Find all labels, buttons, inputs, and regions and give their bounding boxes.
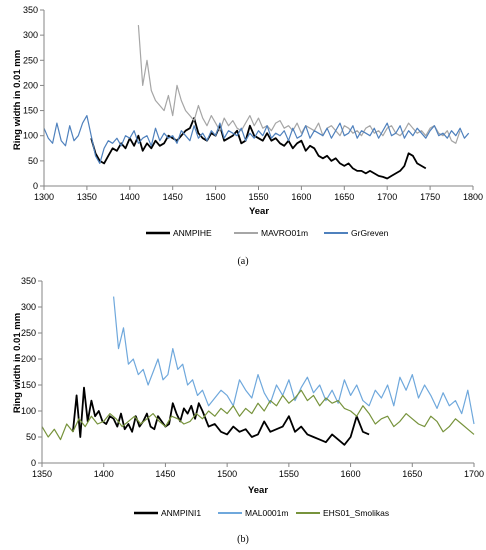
chart-b-y-tick-label: 50 [26, 432, 36, 442]
chart-b-x-tick-label: 1350 [32, 469, 52, 479]
chart-a-series-line-2 [43, 115, 470, 164]
chart-a-y-tick-label: 100 [23, 131, 38, 141]
chart-b-y-tick-label: 0 [31, 458, 36, 468]
chart-b-x-tick-label: 1550 [279, 469, 299, 479]
chart-a-legend-label-0: ANMPIHE [173, 228, 212, 238]
chart-b-x-tick-label: 1500 [217, 469, 237, 479]
chart-a-y-tick-label: 150 [23, 106, 38, 116]
chart-a-legend-label-1: MAVRO01m [261, 228, 308, 238]
chart-a-x-tick-label: 1550 [248, 192, 268, 202]
chart-b-series-line-1 [113, 296, 475, 425]
chart-b-legend-label-2: EHS01_Smolikas [323, 508, 389, 518]
chart-a-caption: (a) [237, 256, 248, 267]
chart-b-y-tick-label: 250 [21, 328, 36, 338]
chart-b-x-tick-label: 1650 [402, 469, 422, 479]
chart-a-x-tick-label: 1400 [120, 192, 140, 202]
chart-b-y-tick-label: 100 [21, 406, 36, 416]
chart-a-x-tick-label: 1300 [34, 192, 54, 202]
chart-a-y-tick-label: 200 [23, 80, 38, 90]
chart-a-xlabel: Year [249, 206, 269, 217]
chart-b-y-tick-label: 350 [21, 276, 36, 286]
chart-a-x-tick-label: 1800 [463, 192, 483, 202]
chart-b-x-tick-label: 1700 [464, 469, 484, 479]
chart-a-x-tick-label: 1650 [334, 192, 354, 202]
chart-b-x-tick-label: 1600 [341, 469, 361, 479]
chart-b-y-tick-label: 150 [21, 380, 36, 390]
chart-b-legend-label-1: MAL0001m [245, 508, 288, 518]
chart-a-legend: ANMPIHE MAVRO01m GrGreven [146, 228, 389, 238]
chart-a-x-tick-label: 1750 [420, 192, 440, 202]
chart-a-x-tick-label: 1350 [77, 192, 97, 202]
chart-a-series [43, 25, 470, 180]
chart-a-y-tick-label: 300 [23, 30, 38, 40]
chart-a-y-tick-label: 0 [33, 181, 38, 191]
chart-a-x-tick-label: 1700 [377, 192, 397, 202]
chart-b-legend-label-0: ANMPINI1 [161, 508, 201, 518]
chart-b: 1350 1400 1450 1500 1550 1600 1650 1700 0 50 100 15… [12, 276, 484, 545]
chart-a-y-tick-label: 250 [23, 55, 38, 65]
chart-b-x-tick-label: 1450 [155, 469, 175, 479]
chart-b-xlabel: Year [248, 485, 268, 496]
chart-a-legend-label-2: GrGreven [351, 228, 389, 238]
chart-b-caption: (b) [237, 534, 249, 545]
chart-b-legend: ANMPINI1 MAL0001m EHS01_Smolikas [134, 508, 389, 518]
chart-b-y-tick-label: 200 [21, 354, 36, 364]
chart-b-y-tick-label: 300 [21, 302, 36, 312]
chart-b-series-line-0 [72, 386, 370, 446]
chart-a-series-line-1 [137, 25, 461, 144]
chart-b-series-line-2 [41, 389, 475, 441]
chart-a: 1300 1350 1400 1450 1500 1550 1600 1650 1700 1750… [12, 5, 483, 267]
chart-b-series [41, 296, 475, 446]
chart-b-x-tick-label: 1400 [94, 469, 114, 479]
chart-b-ylabel: Ring width in 0.01 mm [12, 313, 23, 413]
chart-a-ylabel: Ring width in 0.01 mm [12, 50, 23, 150]
chart-a-series-line-0 [90, 117, 427, 180]
chart-a-y-tick-label: 50 [28, 156, 38, 166]
chart-a-x-tick-label: 1500 [206, 192, 226, 202]
chart-a-axes: 1300 1350 1400 1450 1500 1550 1600 1650 1700 1750… [23, 5, 483, 202]
chart-b-axes: 1350 1400 1450 1500 1550 1600 1650 1700 0 50 100 15… [21, 276, 484, 479]
chart-a-y-tick-label: 350 [23, 5, 38, 15]
chart-a-x-tick-label: 1450 [163, 192, 183, 202]
chart-a-x-tick-label: 1600 [291, 192, 311, 202]
